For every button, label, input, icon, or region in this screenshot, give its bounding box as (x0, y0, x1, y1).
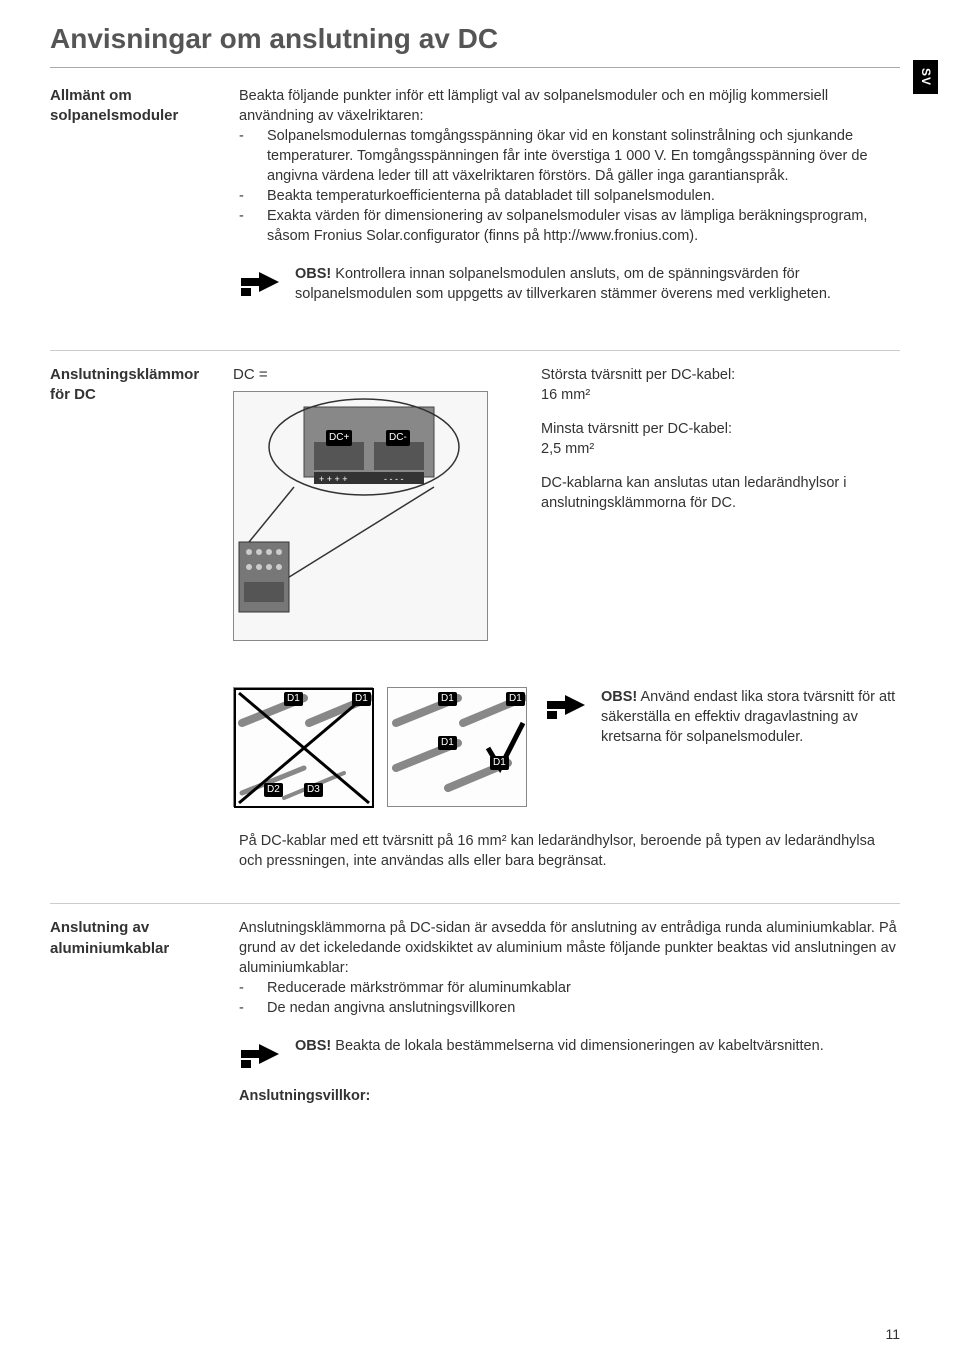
title-divider (50, 67, 900, 68)
section1-intro: Beakta följande punkter inför ett lämpli… (239, 86, 900, 126)
section3-bullet1: Reducerade märkströmmar för aluminumkabl… (267, 978, 900, 998)
section-divider (50, 350, 900, 351)
pointing-hand-icon (239, 264, 283, 300)
section3-note: OBS! Beakta de lokala bestämmelserna vid… (295, 1036, 824, 1072)
page-title: Anvisningar om anslutning av DC (50, 20, 900, 59)
section3-heading: Anslutning av aluminiumkablar (50, 918, 215, 1106)
bullet-dash: - (239, 998, 267, 1018)
dc-minus-label: DC- (386, 430, 410, 446)
d1-label: D1 (284, 692, 303, 706)
note-obs: OBS! (295, 1038, 331, 1054)
section1-bullet2: Beakta temperaturkoefficienterna på data… (267, 186, 900, 206)
section2-footer: På DC-kablar med ett tvärsnitt på 16 mm²… (239, 831, 900, 871)
dc-terminal-diagram: + + + + - - - - DC+ DC- (233, 391, 488, 641)
bullet-dash: - (239, 206, 267, 246)
d3-label: D3 (304, 783, 323, 797)
d1-label: D1 (506, 692, 525, 706)
language-tab: SV (913, 60, 938, 94)
section2-heading: Anslutningsklämmor för DC (50, 365, 215, 406)
bullet-dash: - (239, 126, 267, 186)
section3-footer: Anslutningsvillkor: (239, 1086, 900, 1106)
section1-heading: Allmänt om solpanelsmoduler (50, 86, 215, 304)
spec1-label: Största tvärsnitt per DC-kabel: (541, 365, 900, 385)
d1-label: D1 (438, 692, 457, 706)
spec2-label: Minsta tvärsnitt per DC-kabel: (541, 419, 900, 439)
section1-bullet1: Solpanelsmodulernas tomgångsspänning öka… (267, 126, 900, 186)
dc-eq-label: DC = (233, 365, 523, 386)
d2-label: D2 (264, 783, 283, 797)
dc-diagram-svg: + + + + - - - - (234, 392, 489, 642)
note-obs: OBS! (601, 689, 637, 705)
section1-note: OBS! Kontrollera innan solpanelsmodulen … (295, 264, 900, 304)
d1-label: D1 (352, 692, 371, 706)
note-obs: OBS! (295, 266, 331, 282)
page-number: 11 (885, 1325, 900, 1344)
pointing-hand-icon (545, 687, 589, 723)
note-text: Kontrollera innan solpanelsmodulen anslu… (295, 266, 831, 302)
spec1-value: 16 mm² (541, 385, 900, 405)
d1-label: D1 (438, 736, 457, 750)
section-divider (50, 903, 900, 904)
dc-plus-label: DC+ (326, 430, 352, 446)
spec3-text: DC-kablarna kan anslutas utan ledarändhy… (541, 473, 900, 513)
svg-text:+ + + +: + + + + (319, 474, 348, 484)
d1-label: D1 (490, 756, 509, 770)
note-text: Använd endast lika stora tvärsnitt för a… (601, 689, 895, 745)
section2-note: OBS! Använd endast lika stora tvärsnitt … (601, 687, 900, 747)
section3-bullet2: De nedan angivna anslutningsvillkoren (267, 998, 900, 1018)
pointing-hand-icon (239, 1036, 283, 1072)
bullet-dash: - (239, 186, 267, 206)
section3-intro: Anslutningsklämmorna på DC-sidan är avse… (239, 918, 900, 978)
section1-bullet3: Exakta värden för dimensionering av solp… (267, 206, 900, 246)
svg-text:- - - -: - - - - (384, 474, 404, 484)
bullet-dash: - (239, 978, 267, 998)
wrong-cable-diagram: D1 D1 D2 D3 (233, 687, 373, 807)
spec2-value: 2,5 mm² (541, 439, 900, 459)
correct-cable-diagram: D1 D1 D1 D1 (387, 687, 527, 807)
note-text: Beakta de lokala bestämmelserna vid dime… (331, 1038, 823, 1054)
